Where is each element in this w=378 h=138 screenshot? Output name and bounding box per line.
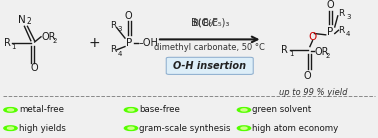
Text: 1: 1	[290, 51, 294, 57]
Text: +: +	[88, 36, 100, 50]
Text: R: R	[338, 26, 344, 35]
Text: –OH: –OH	[138, 38, 158, 48]
Text: 4: 4	[118, 51, 122, 57]
Text: base-free: base-free	[139, 105, 180, 114]
Circle shape	[237, 126, 251, 130]
Text: R: R	[5, 38, 11, 48]
Text: OR: OR	[314, 47, 329, 57]
Text: O: O	[125, 11, 133, 21]
Text: O: O	[308, 32, 317, 42]
Circle shape	[8, 127, 14, 129]
Circle shape	[128, 127, 134, 129]
Text: 4: 4	[346, 31, 350, 37]
Text: P: P	[125, 38, 132, 48]
Text: R: R	[281, 45, 288, 55]
Text: P: P	[327, 26, 333, 37]
Text: 3: 3	[346, 14, 350, 20]
Text: B(C: B(C	[202, 19, 218, 28]
Text: O: O	[304, 71, 311, 81]
Text: B(C: B(C	[192, 19, 208, 28]
Circle shape	[8, 109, 14, 111]
Text: 2: 2	[27, 17, 31, 26]
Text: R: R	[338, 9, 344, 18]
Text: 2: 2	[53, 38, 57, 44]
Text: up to 99 % yield: up to 99 % yield	[279, 88, 347, 97]
Text: OR: OR	[41, 32, 56, 42]
FancyBboxPatch shape	[166, 57, 253, 74]
Text: O: O	[30, 63, 38, 73]
Text: high yields: high yields	[19, 124, 66, 133]
Text: dimethyl carbonate, 50 °C: dimethyl carbonate, 50 °C	[154, 43, 265, 52]
Text: metal-free: metal-free	[19, 105, 64, 114]
Circle shape	[124, 126, 138, 130]
Text: O: O	[327, 0, 334, 10]
Circle shape	[237, 108, 251, 112]
Text: high atom economy: high atom economy	[253, 124, 339, 133]
Circle shape	[241, 109, 247, 111]
Text: 2: 2	[326, 53, 330, 59]
Text: R: R	[110, 21, 116, 30]
Text: green solvent: green solvent	[253, 105, 312, 114]
Text: 3: 3	[118, 26, 122, 32]
Circle shape	[4, 108, 17, 112]
Circle shape	[128, 109, 134, 111]
Text: R: R	[110, 45, 116, 54]
Circle shape	[4, 126, 17, 130]
Text: O-H insertion: O-H insertion	[173, 61, 246, 71]
Text: gram-scale synthesis: gram-scale synthesis	[139, 124, 231, 133]
Circle shape	[124, 108, 138, 112]
Text: 1: 1	[11, 44, 16, 50]
Circle shape	[241, 127, 247, 129]
Text: B(C₆F₅)₃: B(C₆F₅)₃	[191, 17, 229, 27]
Text: N: N	[19, 15, 26, 25]
